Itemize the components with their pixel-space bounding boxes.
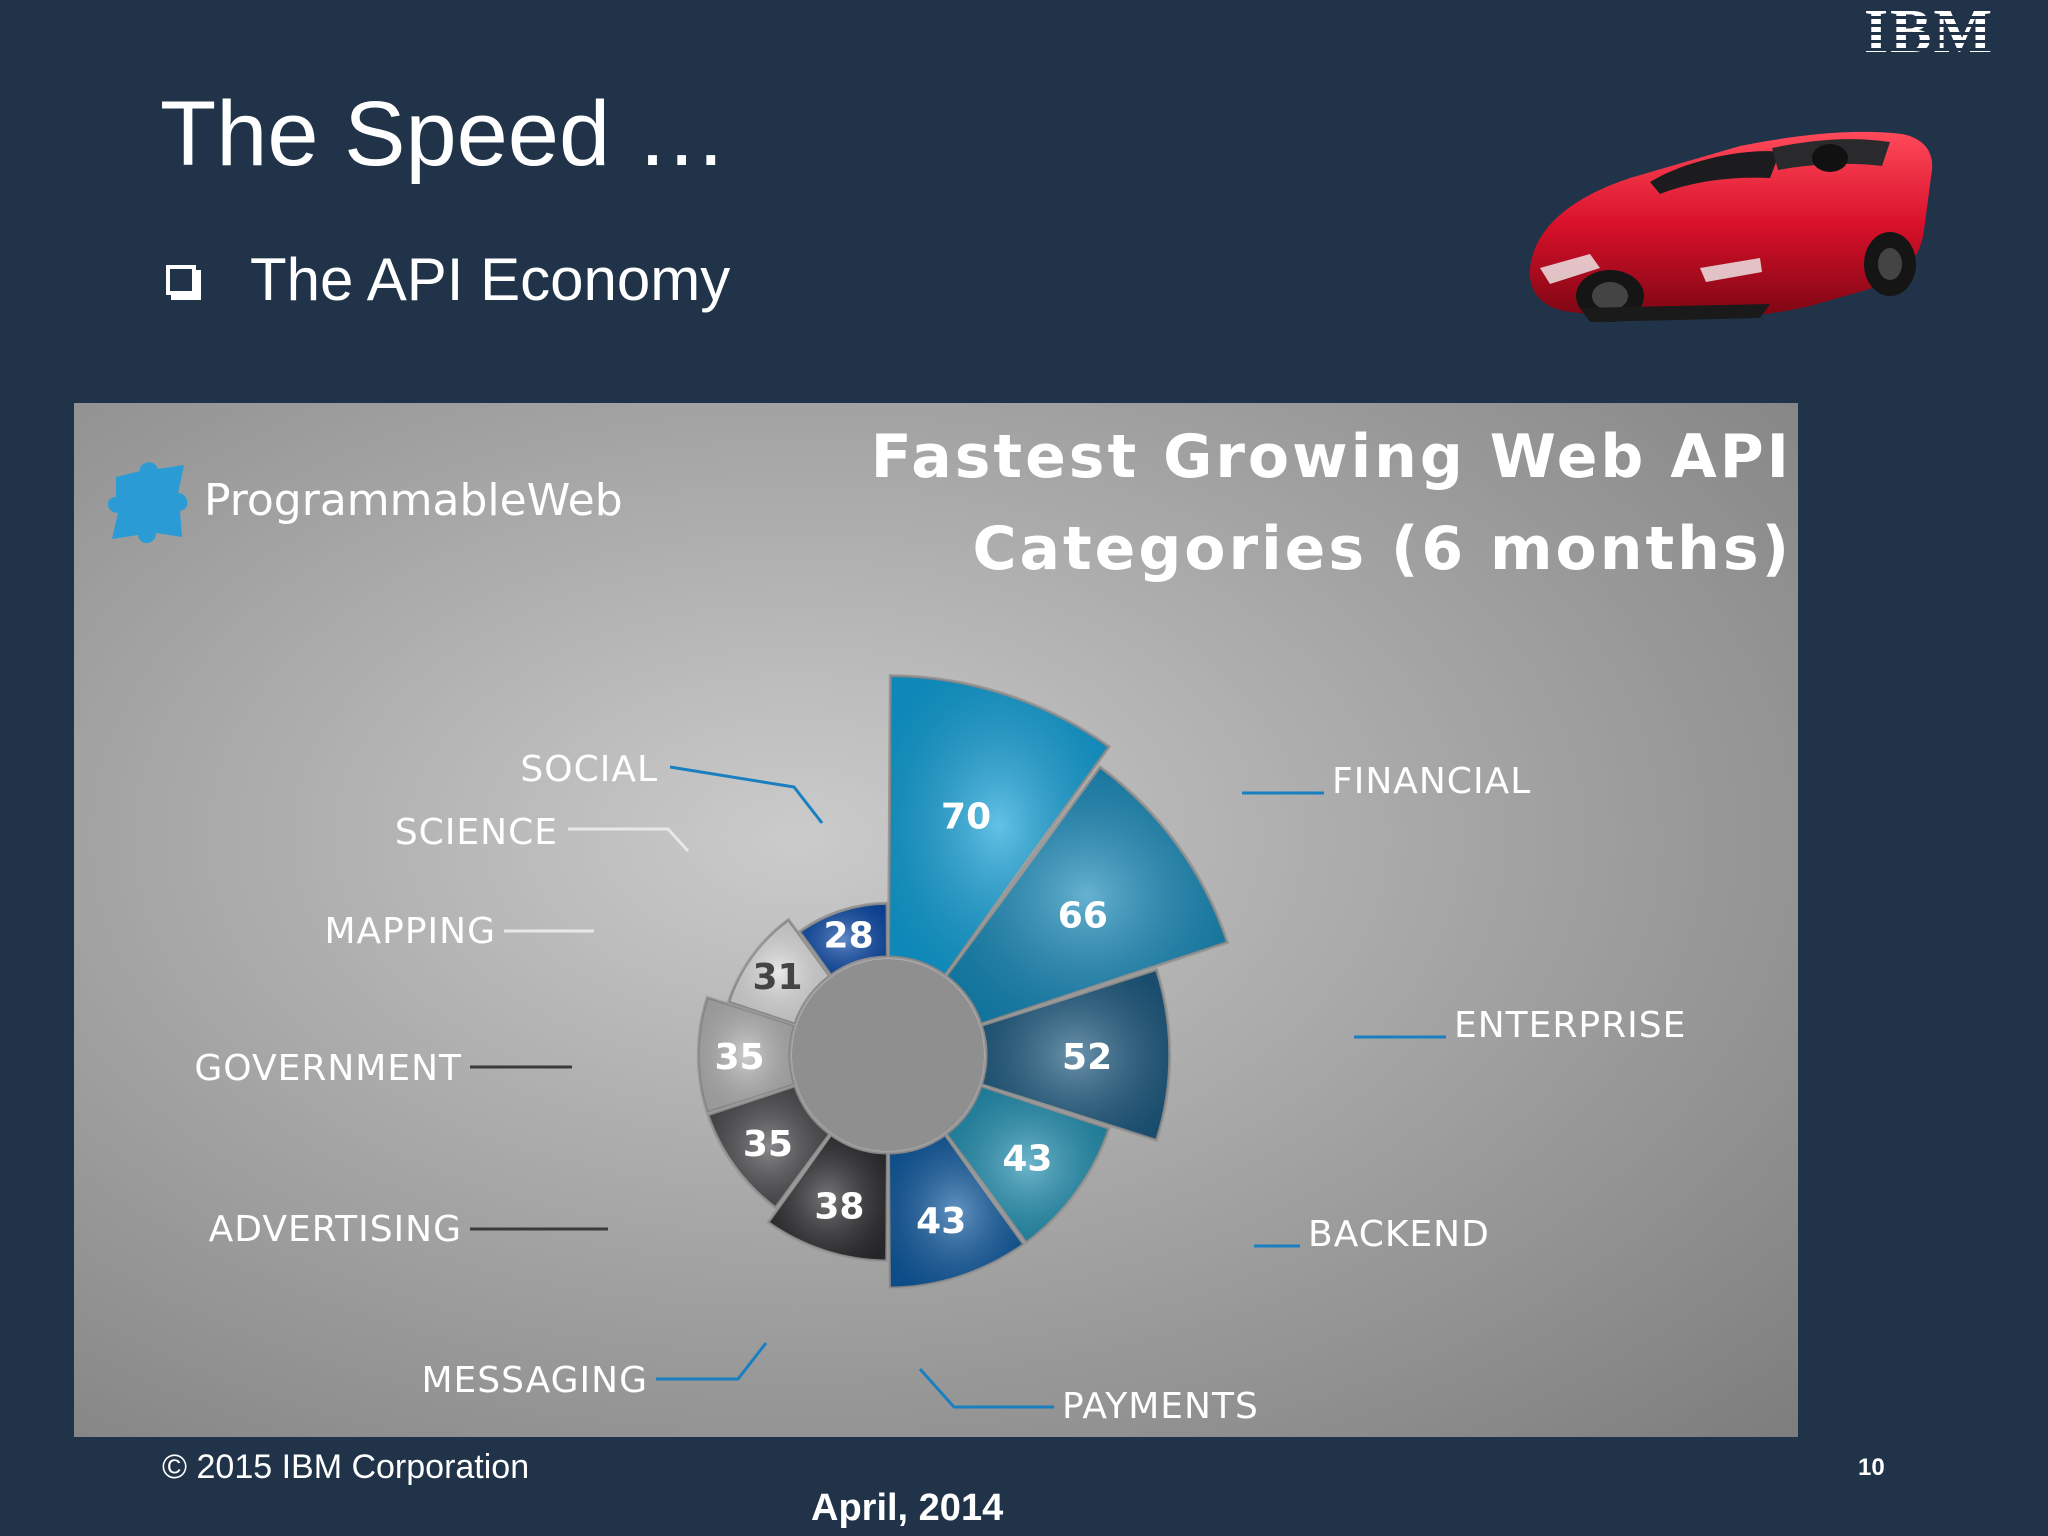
value-label-payments: 43 — [1002, 1138, 1052, 1179]
category-label-mapping: MAPPING — [324, 911, 496, 952]
pie-slice-shade-mapping — [698, 997, 795, 1113]
labels-layer: 70 FINANCIAL 66 ENTERPRISE 52 BACKEND 43 PAYMEN… — [194, 749, 1686, 1427]
chart-title-line2: Categories (6 months) — [972, 514, 1792, 584]
value-label-advertising: 38 — [814, 1187, 864, 1228]
sports-car-image — [1529, 131, 1933, 322]
value-label-enterprise: 66 — [1058, 895, 1108, 936]
slide-title: The Speed … — [160, 83, 728, 185]
page-number: 10 — [1858, 1454, 1885, 1481]
category-label-payments: PAYMENTS — [1062, 1386, 1259, 1427]
bullet-item: The API Economy — [166, 250, 730, 310]
pie-slice-shade-science — [728, 919, 830, 1025]
pie-slice-shade-financial — [888, 675, 1110, 976]
value-label-backend: 52 — [1062, 1037, 1112, 1078]
date-text: April, 2014 — [811, 1487, 1004, 1529]
checkbox-bullet-icon — [166, 265, 201, 300]
pie-slice-shade-payments — [946, 1085, 1110, 1243]
category-label-backend: BACKEND — [1308, 1214, 1490, 1255]
category-label-science: SCIENCE — [395, 812, 558, 853]
puzzle-piece-icon — [107, 462, 188, 544]
value-label-government: 35 — [743, 1124, 793, 1165]
category-label-messaging: MESSAGING — [421, 1360, 648, 1401]
pie-slice-shade-advertising — [767, 1134, 888, 1261]
pie-slice-shade-enterprise — [946, 766, 1228, 1025]
programmableweb-logo-text: ProgrammableWeb — [204, 475, 623, 526]
chart-title-line1: Fastest Growing Web API — [871, 422, 1792, 492]
pie-slice-shade-backend — [981, 969, 1170, 1141]
category-label-social: SOCIAL — [520, 749, 658, 790]
value-label-social: 28 — [824, 916, 874, 957]
pie-slice-shade-government — [707, 1085, 830, 1208]
copyright-text: © 2015 IBM Corporation — [162, 1448, 530, 1486]
pie-chart: ProgrammableWeb Fastest Growing Web API … — [107, 422, 1792, 1427]
category-label-government: GOVERNMENT — [194, 1048, 462, 1089]
bullet-text: The API Economy — [250, 246, 731, 313]
leader-line-messaging — [656, 1342, 768, 1381]
category-label-enterprise: ENTERPRISE — [1454, 1005, 1686, 1046]
value-label-mapping: 35 — [715, 1037, 765, 1078]
donut-hole — [792, 959, 984, 1151]
value-label-financial: 70 — [941, 797, 991, 838]
category-label-advertising: ADVERTISING — [209, 1209, 462, 1250]
value-label-messaging: 43 — [916, 1201, 966, 1242]
slices-layer — [696, 674, 1230, 1290]
programmableweb-logo: ProgrammableWeb — [107, 462, 623, 544]
category-label-financial: FINANCIAL — [1332, 761, 1531, 802]
leader-line-social — [669, 765, 824, 824]
ibm-logo: IBM — [1858, 0, 2000, 60]
value-label-science: 31 — [753, 957, 803, 998]
leader-line-science — [568, 827, 690, 853]
leader-line-payments — [918, 1367, 1054, 1409]
chart-panel: ProgrammableWeb Fastest Growing Web API … — [74, 403, 1798, 1437]
pie-slice-shade-social — [799, 903, 888, 976]
pie-slice-shade-messaging — [888, 1134, 1024, 1289]
